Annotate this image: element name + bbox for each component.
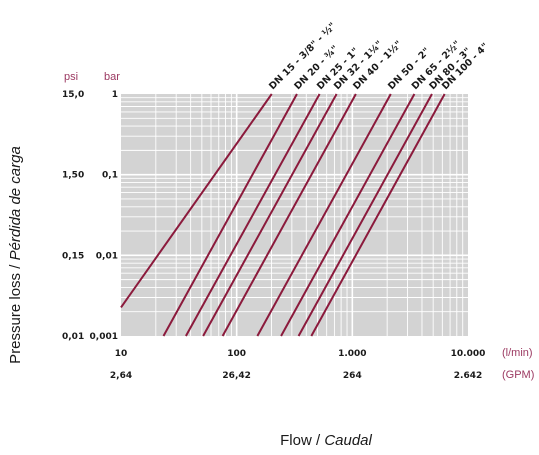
y-tick-label-psi: 1,50 [62,171,84,181]
series-line [280,93,416,337]
series-line [310,93,446,337]
x-tick-label-gpm: 2.642 [454,371,482,381]
y-tick-label-bar: 0,001 [90,332,118,342]
x-axis-title-separator: / [312,432,325,449]
x-tick-label: 10 [115,349,128,359]
x-axis-title: Flow / Caudal [280,432,372,449]
y-tick-label-bar: 0,01 [96,251,118,261]
x-tick-label: 100 [227,349,246,359]
grid-lines [121,94,468,336]
y-axis-title: Pressure loss / Pérdida de carga [7,146,24,364]
series-line [256,93,392,337]
x-tick-label-gpm: 264 [343,371,362,381]
series-line [120,93,273,309]
x-axis-title-main: Flow [280,432,312,449]
series-line [297,93,433,337]
y-tick-label-psi: 0,15 [62,251,84,261]
x-tick-label: 1.000 [338,349,366,359]
plot-area [121,94,468,336]
series-line [202,93,338,337]
y-tick-label-psi: 0,01 [62,332,84,342]
x-unit-secondary: (GPM) [502,369,534,381]
x-tick-labels: 10 2,64 100 26,42 1.000 264 10.000 2.642 [110,349,485,381]
y-tick-label-bar: 1 [112,90,118,100]
series-labels: DN 15 - 3/8" - ½"DN 20 - ¾"DN 25 - 1"DN … [267,21,491,92]
y-tick-label-bar: 0,1 [102,171,118,181]
y-axis-title-italic: Pérdida de carga [7,146,24,260]
series-line [221,93,357,337]
series-line [162,93,298,337]
y-tick-labels: 1 15,0 0,1 1,50 0,01 0,15 0,001 0,01 [62,90,118,342]
y-tick-label-psi: 15,0 [62,90,84,100]
series-line [185,93,321,337]
x-tick-label-gpm: 2,64 [110,371,132,381]
x-unit-primary: (l/min) [502,347,533,359]
y-unit-bar: bar [104,71,120,83]
y-axis-title-main: Pressure loss [7,273,24,364]
x-tick-label: 10.000 [451,349,486,359]
series-lines [120,93,446,337]
x-axis-title-italic: Caudal [324,432,372,449]
x-tick-label-gpm: 26,42 [222,371,250,381]
y-unit-psi: psi [64,71,78,83]
y-axis-title-separator: / [7,260,24,273]
